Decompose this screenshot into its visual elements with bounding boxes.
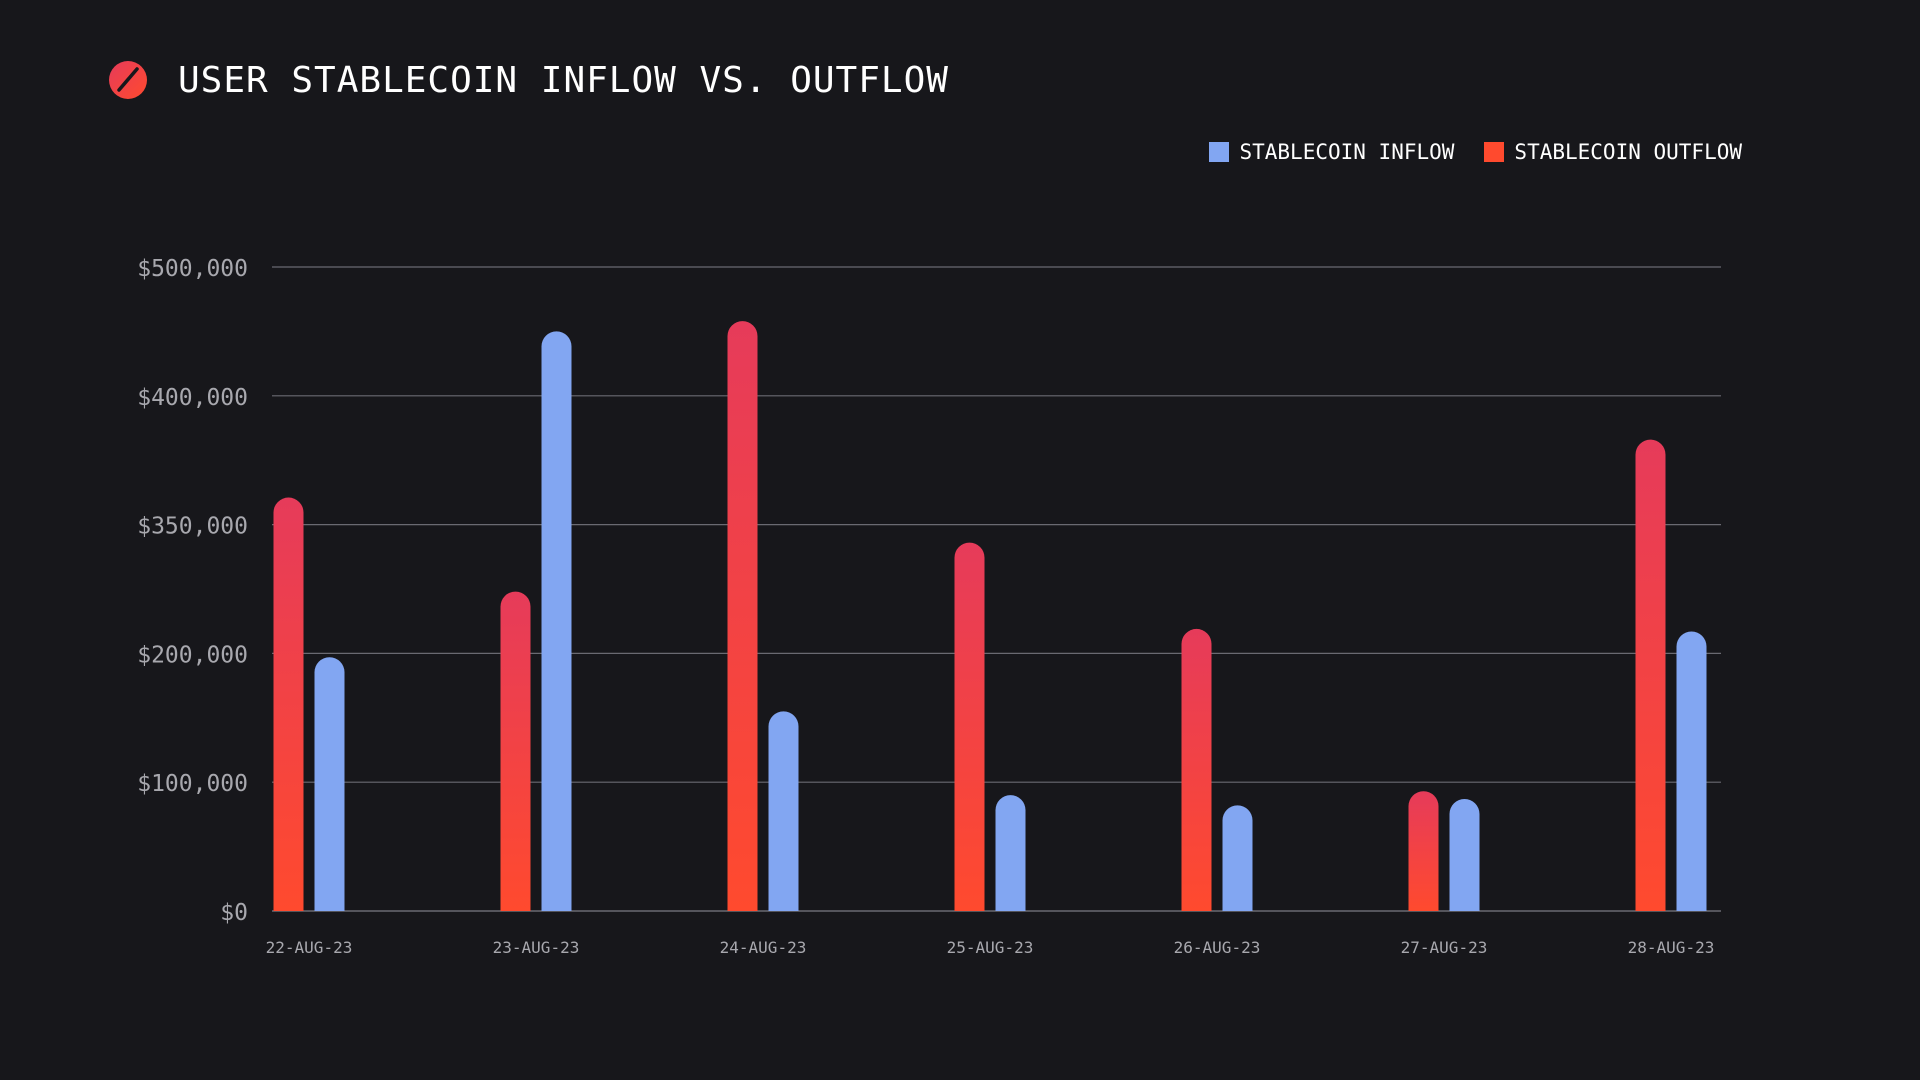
bar-inflow bbox=[541, 331, 572, 911]
legend-item-outflow: STABLECOIN OUTFLOW bbox=[1484, 140, 1742, 164]
x-tick-label: 23-AUG-23 bbox=[493, 938, 580, 957]
x-tick-label: 26-AUG-23 bbox=[1174, 938, 1261, 957]
bar-outflow bbox=[1181, 628, 1212, 911]
bar-inflow bbox=[1449, 798, 1480, 911]
x-axis-tick-labels: 22-AUG-23 23-AUG-23 24-AUG-23 25-AUG-23 26-A… bbox=[266, 938, 1715, 957]
y-tick-label: $0 bbox=[220, 900, 248, 926]
legend-swatch-outflow bbox=[1484, 142, 1505, 162]
x-tick-label: 24-AUG-23 bbox=[720, 938, 807, 957]
bar-inflow bbox=[1222, 805, 1253, 911]
bar-outflow bbox=[954, 542, 985, 911]
slashed-circle-logo-icon bbox=[109, 61, 147, 99]
chart-title: USER STABLECOIN INFLOW VS. OUTFLOW bbox=[178, 59, 949, 101]
bar-outflow bbox=[500, 591, 531, 911]
y-axis-tick-labels: $0 $100,000 $200,000 $350,000 $400,000 $500,0… bbox=[137, 256, 248, 926]
x-tick-label: 27-AUG-23 bbox=[1401, 938, 1488, 957]
y-tick-label: $100,000 bbox=[137, 771, 248, 797]
bar-inflow bbox=[768, 711, 799, 911]
bars bbox=[273, 321, 1707, 911]
bar-outflow bbox=[1635, 439, 1666, 911]
bar-inflow bbox=[314, 657, 345, 911]
y-tick-label: $200,000 bbox=[137, 642, 248, 668]
bar-inflow bbox=[1676, 631, 1707, 911]
bar-inflow bbox=[995, 795, 1026, 911]
x-tick-label: 22-AUG-23 bbox=[266, 938, 353, 957]
bar-outflow bbox=[1408, 791, 1439, 911]
legend-label-inflow: STABLECOIN INFLOW bbox=[1239, 140, 1455, 164]
y-tick-label: $400,000 bbox=[137, 385, 248, 411]
legend-label-outflow: STABLECOIN OUTFLOW bbox=[1514, 140, 1742, 164]
chart-header: USER STABLECOIN INFLOW VS. OUTFLOW bbox=[108, 56, 949, 104]
legend-swatch-inflow bbox=[1209, 142, 1230, 162]
y-tick-label: $350,000 bbox=[137, 514, 248, 540]
chart-legend: STABLECOIN INFLOW STABLECOIN OUTFLOW bbox=[1209, 140, 1742, 164]
legend-item-inflow: STABLECOIN INFLOW bbox=[1209, 140, 1454, 164]
y-tick-label: $500,000 bbox=[137, 256, 248, 282]
x-tick-label: 28-AUG-23 bbox=[1628, 938, 1715, 957]
bar-outflow bbox=[727, 321, 758, 911]
x-tick-label: 25-AUG-23 bbox=[947, 938, 1034, 957]
bar-outflow bbox=[273, 497, 304, 911]
